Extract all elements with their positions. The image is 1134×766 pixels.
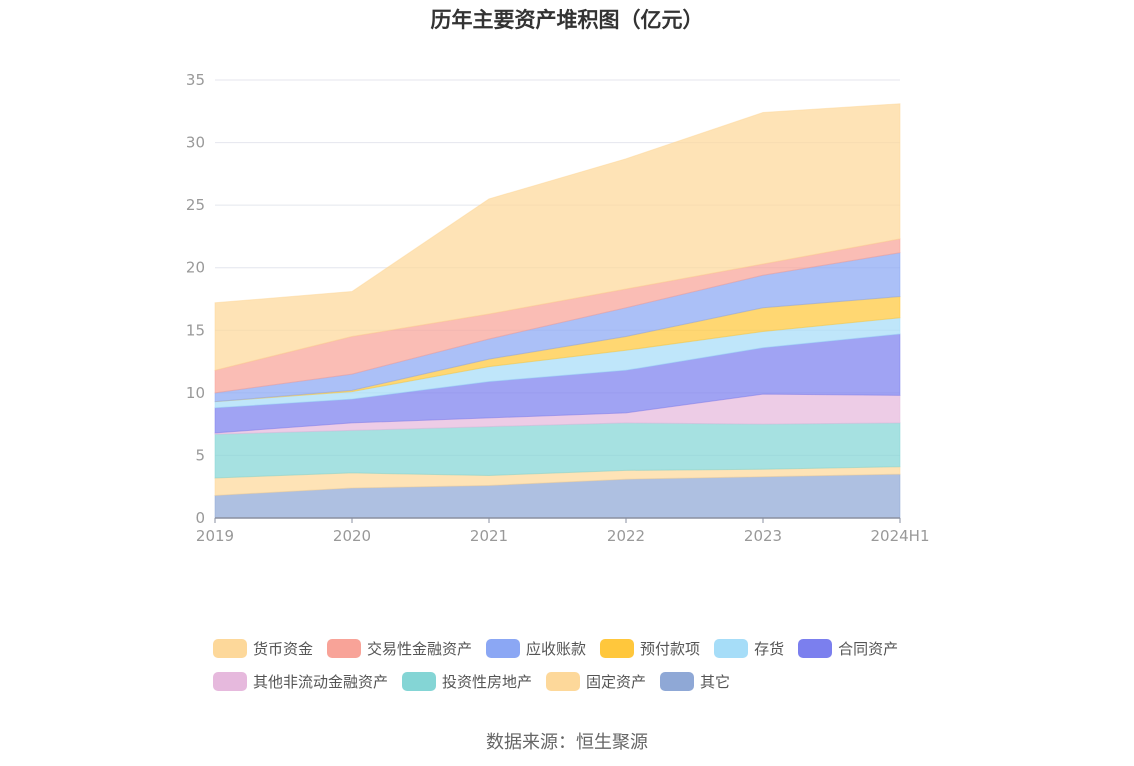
legend-swatch: [600, 639, 635, 658]
y-tick-label: 5: [195, 446, 205, 464]
x-tick-label: 2020: [333, 527, 371, 545]
legend-row-1: 货币资金 交易性金融资产 应收账款 预付款项 存货 合同资产: [213, 632, 973, 665]
x-tick-label: 2022: [607, 527, 645, 545]
area-series-货币资金: [214, 103, 901, 371]
y-tick-label: 35: [186, 71, 205, 89]
y-tick-label: 30: [186, 134, 205, 152]
legend-row-2: 其他非流动金融资产 投资性房地产 固定资产 其它: [213, 665, 973, 698]
legend-label: 其他非流动金融资产: [253, 673, 389, 691]
x-tick-label: 2023: [744, 527, 782, 545]
legend-swatch: [213, 672, 247, 691]
y-tick-label: 0: [195, 509, 205, 527]
y-tick-label: 15: [186, 321, 205, 339]
legend-swatch: [402, 672, 437, 691]
legend-label: 预付款项: [640, 640, 701, 658]
y-tick-label: 20: [186, 259, 205, 277]
legend-item-交易性金融资产[interactable]: 交易性金融资产: [327, 638, 472, 659]
legend-swatch: [486, 639, 521, 658]
legend-label: 固定资产: [586, 673, 647, 691]
legend-label: 应收账款: [526, 640, 587, 658]
stacked-area-chart: 0 5 10 15 20 25 30 35 2019 2020 2021 2022 2023 2024H1: [186, 71, 930, 545]
y-tick-label: 25: [186, 196, 205, 214]
legend-swatch: [546, 672, 581, 691]
legend-item-应收账款[interactable]: 应收账款: [486, 638, 586, 659]
legend-item-固定资产[interactable]: 固定资产: [546, 671, 646, 692]
legend-swatch: [714, 639, 749, 658]
legend-label: 合同资产: [838, 640, 899, 658]
x-tick-label: 2024H1: [871, 527, 930, 545]
legend-item-存货[interactable]: 存货: [714, 638, 784, 659]
legend-label: 存货: [754, 640, 785, 658]
legend-label: 其它: [700, 673, 731, 691]
legend-swatch: [660, 672, 695, 691]
legend-swatch: [798, 639, 833, 658]
chart-legend: 货币资金 交易性金融资产 应收账款 预付款项 存货 合同资产 其他非流动金融资产…: [213, 632, 973, 698]
legend-label: 交易性金融资产: [367, 640, 473, 658]
legend-item-预付款项[interactable]: 预付款项: [600, 638, 700, 659]
legend-swatch: [213, 639, 247, 658]
x-tick-label: 2019: [196, 527, 234, 545]
chart-title: 历年主要资产堆积图（亿元）: [430, 8, 704, 32]
legend-label: 投资性房地产: [442, 673, 533, 691]
legend-item-其他非流动金融资产[interactable]: 其他非流动金融资产: [213, 671, 388, 692]
legend-item-货币资金[interactable]: 货币资金: [213, 638, 313, 659]
legend-label: 货币资金: [253, 640, 314, 658]
legend-item-其它[interactable]: 其它: [660, 671, 730, 692]
data-source: 数据来源：恒生聚源: [486, 732, 648, 753]
legend-swatch: [327, 639, 362, 658]
legend-item-合同资产[interactable]: 合同资产: [798, 638, 898, 659]
legend-item-投资性房地产[interactable]: 投资性房地产: [402, 671, 532, 692]
y-tick-label: 10: [186, 384, 205, 402]
x-tick-label: 2021: [470, 527, 508, 545]
